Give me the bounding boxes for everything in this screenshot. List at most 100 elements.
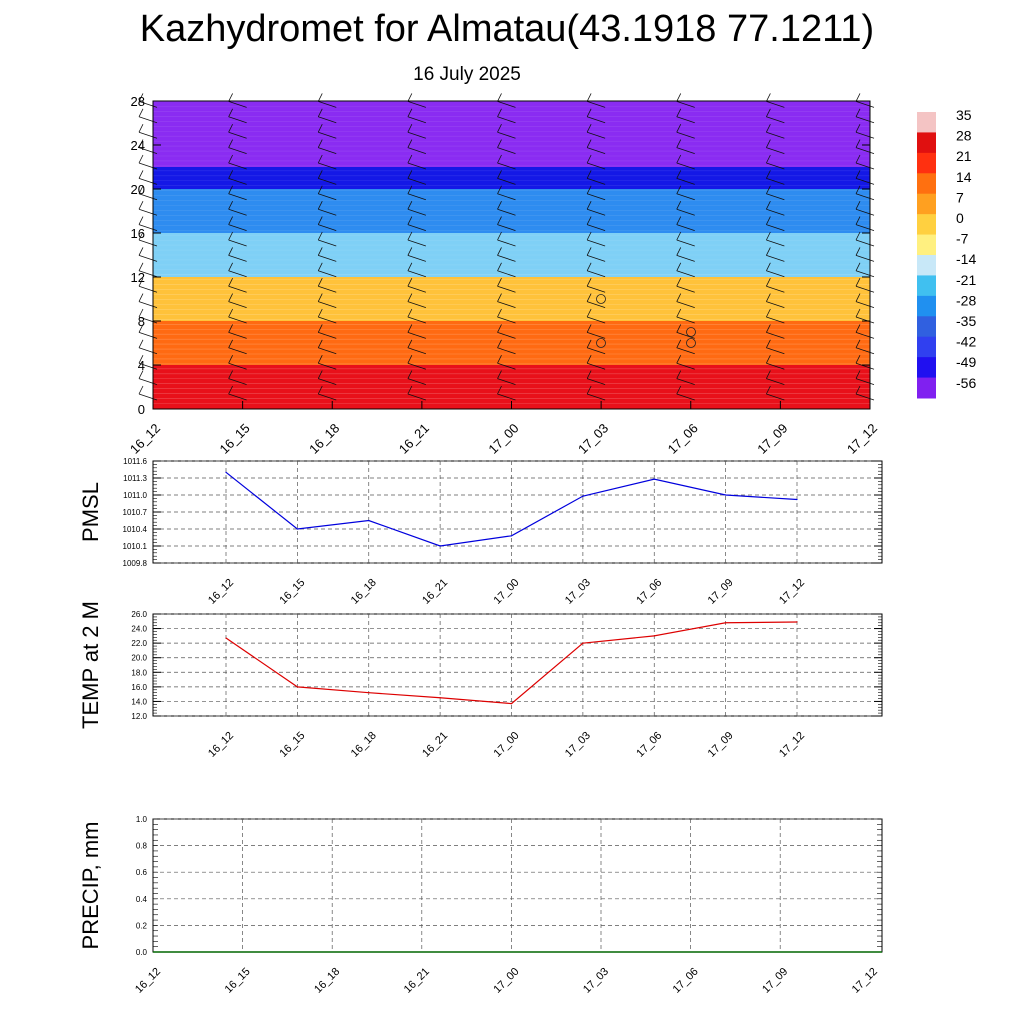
wind-barb-flag: [766, 324, 771, 333]
colorbar-segment: [917, 173, 936, 195]
wind-barb: [676, 239, 695, 247]
wind-barb: [766, 239, 785, 247]
wind-barb: [407, 101, 427, 108]
y-tick-label: 16: [131, 226, 145, 241]
wind-barb: [676, 224, 695, 231]
wind-barb: [228, 301, 247, 308]
wind-barb: [766, 101, 785, 108]
wind-barb: [318, 270, 337, 278]
wind-barb: [138, 116, 158, 124]
data-point: [368, 519, 370, 522]
wind-barb-flag: [586, 355, 592, 364]
wind-barb-flag: [586, 201, 592, 210]
colorbar-segment: [917, 275, 936, 297]
wind-barb-flag: [407, 247, 413, 256]
wind-barb: [676, 147, 695, 154]
wind-barb: [586, 162, 606, 170]
wind-barb: [855, 255, 875, 262]
wind-barb-flag: [766, 170, 771, 179]
wind-barb-flag: [586, 185, 592, 194]
wind-barb-flag: [676, 385, 682, 395]
colorbar-segment: [917, 112, 936, 133]
wind-barb-flag: [497, 339, 502, 348]
y-tick-label: 16.0: [131, 683, 147, 692]
wind-barb: [766, 255, 785, 262]
wind-barb-flag: [855, 231, 861, 241]
wind-barb-flag: [766, 278, 771, 287]
wind-barb-flag: [228, 293, 233, 302]
wind-barb: [766, 224, 785, 231]
x-tick-label: 17_00: [492, 577, 522, 607]
x-tick-label: 17_12: [844, 421, 880, 457]
wind-barb: [318, 193, 337, 201]
wind-barb: [407, 285, 427, 293]
wind-barb-flag: [407, 170, 413, 179]
wind-barb-flag: [676, 278, 682, 287]
wind-barb: [138, 193, 158, 201]
wind-barb: [586, 255, 606, 262]
wind-barb-flag: [407, 355, 413, 364]
wind-barb-flag: [317, 154, 323, 164]
wind-barb: [138, 393, 158, 401]
wind-barb-flag: [766, 293, 771, 302]
wind-barb-flag: [676, 293, 682, 302]
wind-barb-flag: [228, 108, 233, 117]
wind-barb: [676, 116, 695, 124]
wind-barb: [228, 362, 247, 370]
wind-barb: [407, 131, 427, 139]
wind-barb: [676, 285, 695, 293]
wind-barb-flag: [676, 216, 682, 225]
wind-barb: [855, 162, 875, 170]
colorbar-segment: [917, 214, 936, 236]
wind-barb: [676, 378, 695, 385]
wind-barb: [497, 301, 516, 308]
calm-wind-marker: [686, 338, 696, 348]
wind-barb: [318, 116, 337, 124]
wind-barb: [855, 362, 875, 370]
wind-barb-flag: [228, 93, 233, 102]
wind-barb-flag: [497, 247, 502, 256]
wind-barb-flag: [855, 201, 861, 210]
y-tick-label: 0.8: [136, 842, 148, 851]
wind-barb: [586, 131, 606, 139]
wind-barb-flag: [497, 385, 502, 395]
wind-barb: [586, 116, 606, 124]
wind-barb: [855, 224, 875, 231]
wind-barb: [318, 332, 337, 339]
wind-barb-flag: [317, 108, 323, 117]
wind-barb: [676, 270, 695, 278]
wind-barb: [138, 332, 158, 339]
wind-barb: [676, 131, 695, 139]
y-axis-label: TEMP at 2 M: [78, 601, 103, 729]
wind-barb-flag: [586, 324, 592, 333]
wind-barb: [228, 393, 247, 401]
wind-barb: [497, 178, 516, 185]
colorbar-label: 0: [956, 210, 964, 226]
wind-barb-flag: [228, 231, 233, 241]
y-tick-label: 4: [138, 358, 145, 373]
wind-barb-flag: [407, 139, 413, 148]
wind-barb: [766, 131, 785, 139]
wind-barb: [766, 393, 785, 401]
wind-barb: [766, 332, 785, 339]
wind-barb: [407, 316, 427, 324]
wind-barb: [676, 178, 695, 185]
wind-barb-flag: [317, 124, 323, 133]
wind-barb: [318, 224, 337, 231]
wind-barb: [586, 224, 606, 231]
wind-barb-flag: [317, 278, 323, 287]
wind-barb-flag: [407, 293, 413, 302]
wind-barb-flag: [407, 324, 413, 333]
wind-barb: [586, 316, 606, 324]
y-tick-label: 0.6: [136, 868, 148, 877]
wind-barb: [497, 378, 516, 385]
wind-barb: [497, 347, 516, 355]
wind-barb: [228, 332, 247, 339]
wind-barb: [676, 332, 695, 339]
wind-barb-flag: [676, 170, 682, 179]
colorbar-label: 7: [956, 189, 964, 205]
wind-barb: [138, 147, 158, 154]
wind-barb-flag: [228, 216, 233, 225]
wind-barb: [676, 162, 695, 170]
wind-barb-flag: [317, 201, 323, 210]
